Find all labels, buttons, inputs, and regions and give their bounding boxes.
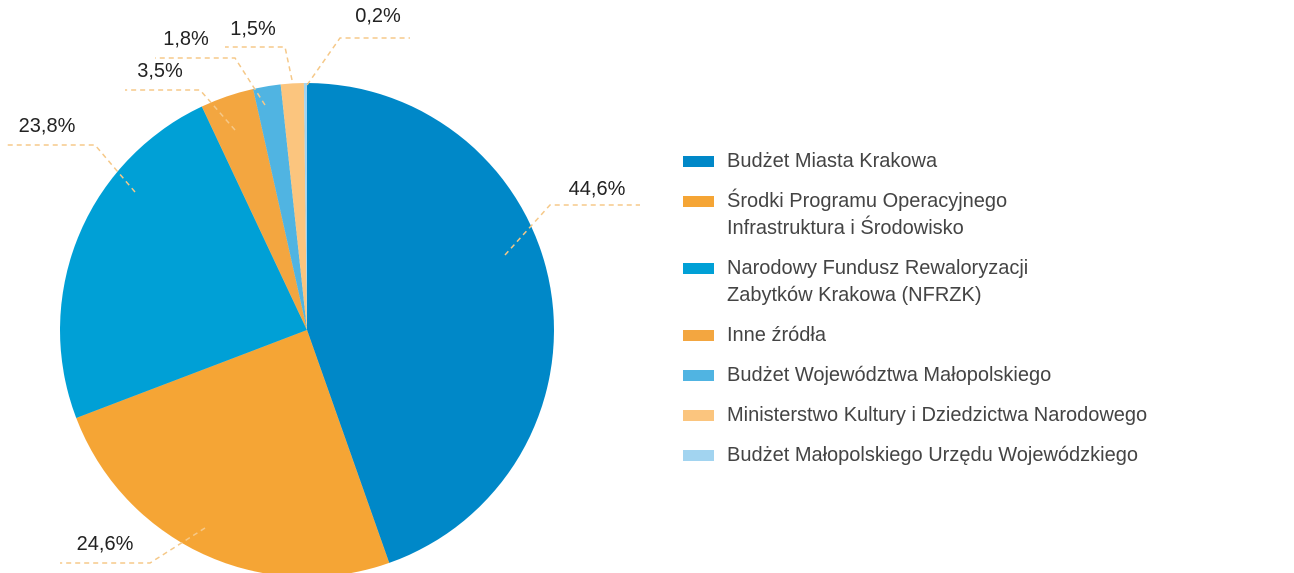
legend-swatch [683, 263, 714, 274]
data-label: 23,8% [19, 115, 76, 137]
legend-swatch [683, 370, 714, 381]
leader-line [60, 527, 206, 564]
legend-swatch [683, 156, 714, 167]
leader-line [5, 144, 136, 193]
legend-label: Ministerstwo Kultury i Dziedzictwa Narod… [727, 404, 1148, 426]
legend-label: Środki Programu Operacyjnego Infrastrukt… [727, 190, 1008, 239]
pie-slice [76, 330, 390, 573]
legend-label: Budżet Miasta Krakowa [727, 150, 938, 172]
data-label: 1,5% [230, 18, 276, 40]
data-label: 0,2% [355, 5, 401, 27]
legend: Budżet Miasta Krakowa Środki Programu Ope… [683, 148, 1147, 482]
legend-swatch [683, 330, 714, 341]
pie-slice [280, 83, 307, 330]
leader-line [225, 46, 293, 81]
pie-slice [60, 106, 308, 419]
leader-line [504, 204, 640, 256]
pie-slice [307, 83, 554, 563]
legend-label: Budżet Małopolskiego Urzędu Wojewódzkieg… [727, 444, 1138, 466]
data-label: 44,6% [569, 178, 626, 200]
data-label: 24,6% [77, 533, 134, 555]
legend-swatch [683, 450, 714, 461]
legend-item: Narodowy Fundusz Rewaloryzacji Zabytków … [683, 255, 1103, 309]
legend-swatch [683, 410, 714, 421]
data-label: 3,5% [137, 60, 183, 82]
legend-item: Budżet Miasta Krakowa [683, 148, 1147, 175]
data-label: 1,8% [163, 28, 209, 50]
legend-item: Inne źródła [683, 322, 1147, 349]
leader-line [155, 57, 266, 106]
legend-swatch [683, 196, 714, 207]
legend-item: Ministerstwo Kultury i Dziedzictwa Narod… [683, 402, 1147, 429]
legend-item: Budżet Małopolskiego Urzędu Wojewódzkieg… [683, 442, 1147, 469]
pie-slice [253, 84, 307, 330]
legend-label: Budżet Województwa Małopolskiego [727, 364, 1052, 386]
leader-line [125, 89, 236, 131]
pie-slice [201, 88, 307, 330]
pie-slice [303, 83, 307, 330]
legend-label: Narodowy Fundusz Rewaloryzacji Zabytków … [727, 257, 1029, 306]
leader-line [306, 37, 410, 86]
legend-item: Budżet Województwa Małopolskiego [683, 362, 1147, 389]
legend-label: Inne źródła [727, 324, 826, 346]
legend-item: Środki Programu Operacyjnego Infrastrukt… [683, 188, 1103, 242]
